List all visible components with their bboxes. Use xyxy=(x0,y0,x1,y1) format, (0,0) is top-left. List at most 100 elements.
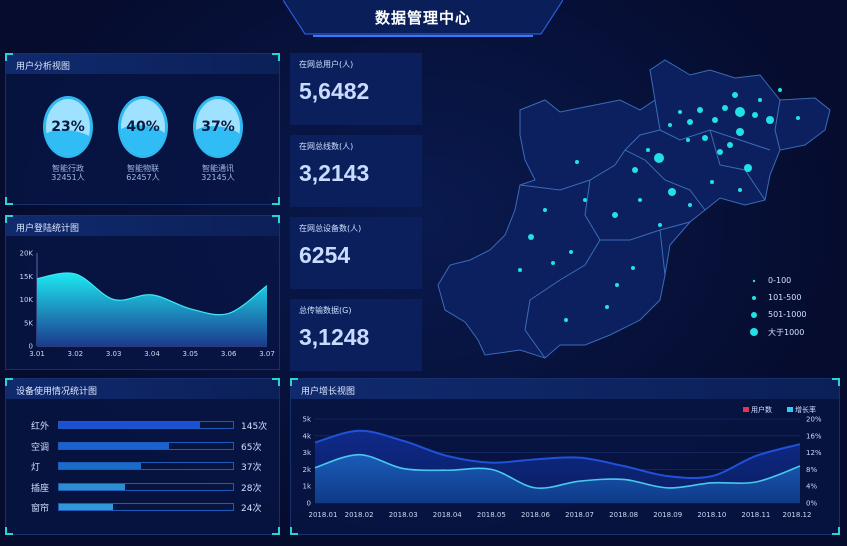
map-region xyxy=(709,129,766,201)
device-usage-panel: 设备使用情况统计图 红外 145次 空调 65次灯 37次 插座 28次 窗帘 24次 xyxy=(5,378,280,535)
stat-label: 在网总线数(人) xyxy=(299,142,354,151)
stat-value: 5,6482 xyxy=(299,78,370,104)
legend-dot-icon xyxy=(752,279,756,283)
device-bar-track xyxy=(58,421,234,429)
percent-value: 23% xyxy=(51,119,85,135)
device-bar xyxy=(59,483,126,490)
map-marker[interactable] xyxy=(712,117,718,123)
percent-ball: 23% xyxy=(43,96,93,158)
legend-dot-icon xyxy=(751,312,757,318)
device-name: 灯 xyxy=(31,463,41,473)
stat-card: 在网总设备数(人) 6254 xyxy=(290,217,422,289)
map-region xyxy=(654,99,771,151)
header: 数据管理中心 xyxy=(283,0,563,38)
map-marker[interactable] xyxy=(631,266,635,270)
map-marker[interactable] xyxy=(702,135,708,141)
map-marker[interactable] xyxy=(736,128,744,136)
panel-title: 用户分析视图 xyxy=(6,54,279,74)
device-row: 灯 37次 xyxy=(31,460,276,473)
map-marker[interactable] xyxy=(615,283,619,287)
map-marker[interactable] xyxy=(732,92,738,98)
map-region xyxy=(624,129,661,151)
map-marker[interactable] xyxy=(605,305,609,309)
device-name: 红外 xyxy=(31,422,50,432)
device-bar xyxy=(59,442,169,449)
device-name: 窗帘 xyxy=(31,504,50,514)
device-bar xyxy=(59,463,141,469)
ball-label: 智能行政 32451人 xyxy=(51,164,85,182)
map-marker[interactable] xyxy=(766,116,774,124)
map-marker[interactable] xyxy=(551,261,555,265)
percent-value: 37% xyxy=(201,119,235,135)
map-marker[interactable] xyxy=(612,212,618,218)
map-marker[interactable] xyxy=(583,198,587,202)
map-marker[interactable] xyxy=(688,203,692,207)
map-marker[interactable] xyxy=(687,119,693,125)
map-marker[interactable] xyxy=(668,123,672,127)
map-marker[interactable] xyxy=(686,138,690,142)
map-marker[interactable] xyxy=(569,250,573,254)
percent-ball: 40% xyxy=(118,96,168,158)
map-legend-label: 101-500 xyxy=(768,293,802,302)
stat-label: 在网总设备数(人) xyxy=(299,224,362,233)
map-marker[interactable] xyxy=(668,188,676,196)
map-region xyxy=(584,179,691,241)
map-marker[interactable] xyxy=(575,160,579,164)
map-marker[interactable] xyxy=(638,198,642,202)
stat-value: 6254 xyxy=(299,242,351,268)
device-name: 空调 xyxy=(31,442,50,453)
panel-title: 用户增长视图 xyxy=(291,379,839,399)
device-count: 65次 xyxy=(241,442,262,453)
panel-title: 用户登陆统计图 xyxy=(6,216,279,236)
ball-label: 智能物联 62457人 xyxy=(126,164,160,182)
map-marker[interactable] xyxy=(646,148,650,152)
device-name: 插座 xyxy=(31,483,50,494)
panel-title: 设备使用情况统计图 xyxy=(6,379,279,399)
map-marker[interactable] xyxy=(678,110,682,114)
device-count: 28次 xyxy=(241,483,262,494)
ball-label: 智能通讯 32145人 xyxy=(201,164,235,182)
map-marker[interactable] xyxy=(727,142,733,148)
map-marker[interactable] xyxy=(778,88,782,92)
map-region xyxy=(524,239,601,359)
page-title: 数据管理中心 xyxy=(374,9,471,27)
map-marker[interactable] xyxy=(796,116,800,120)
device-row: 插座 28次 xyxy=(31,481,276,494)
map-marker[interactable] xyxy=(722,105,728,111)
device-count: 145次 xyxy=(241,422,268,432)
map-region xyxy=(774,99,781,151)
user-analysis-panel: 用户分析视图 23% 智能行政 32451人 40% 智能物联 62457人 37% 智能通讯… xyxy=(5,53,280,205)
legend-users[interactable]: 用户数 xyxy=(743,405,772,415)
map-legend-label: 大于1000 xyxy=(768,328,805,337)
stat-label: 总传输数据(G) xyxy=(299,306,352,315)
legend-growth[interactable]: 增长率 xyxy=(787,405,816,415)
stat-card: 在网总线数(人) 3,2143 xyxy=(290,135,422,207)
map-marker[interactable] xyxy=(528,234,534,240)
map-marker[interactable] xyxy=(710,180,714,184)
map-marker[interactable] xyxy=(758,98,762,102)
device-bar xyxy=(59,422,200,428)
map-marker[interactable] xyxy=(632,167,638,173)
device-bar-track xyxy=(58,462,234,470)
legend-dot-icon xyxy=(750,328,758,336)
map-marker[interactable] xyxy=(658,223,662,227)
map-marker[interactable] xyxy=(697,107,703,113)
map-marker[interactable] xyxy=(654,153,664,163)
map-marker[interactable] xyxy=(735,107,745,117)
map-legend-label: 0-100 xyxy=(768,276,792,285)
device-row: 空调 65次 xyxy=(31,440,276,453)
map-marker[interactable] xyxy=(738,188,742,192)
map-marker[interactable] xyxy=(744,164,752,172)
stat-label: 在网总用户(人) xyxy=(299,60,354,69)
map-marker[interactable] xyxy=(717,149,723,155)
stat-value: 3,1248 xyxy=(299,324,370,350)
stat-card: 总传输数据(G) 3,1248 xyxy=(290,299,422,371)
percent-value: 40% xyxy=(126,119,160,135)
map-marker[interactable] xyxy=(752,112,758,118)
device-bar-track xyxy=(58,482,234,491)
map-marker[interactable] xyxy=(543,208,547,212)
map-marker[interactable] xyxy=(564,318,568,322)
map-marker[interactable] xyxy=(518,268,522,272)
device-bar-track xyxy=(58,441,234,450)
